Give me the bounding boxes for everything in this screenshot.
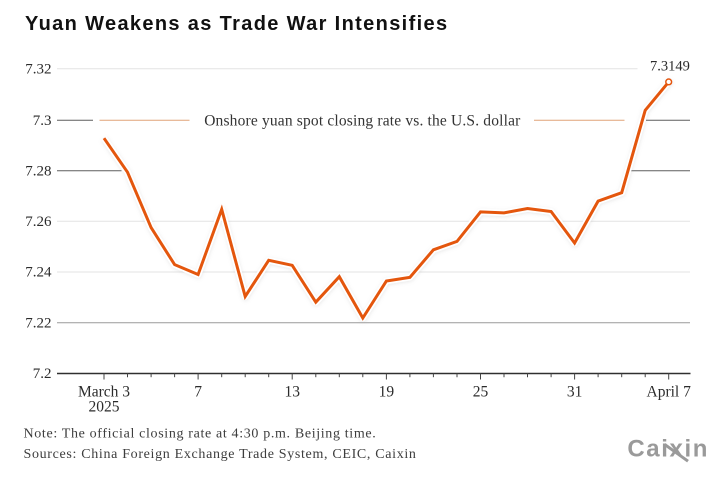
svg-text:Sources: China Foreign Exchang: Sources: China Foreign Exchange Trade Sy… xyxy=(24,447,417,462)
svg-text:2025: 2025 xyxy=(89,399,120,416)
svg-text:7.28: 7.28 xyxy=(25,164,51,180)
svg-text:Note: The official closing rat: Note: The official closing rate at 4:30 … xyxy=(24,427,377,442)
svg-text:7.2: 7.2 xyxy=(33,366,52,382)
svg-text:April 7: April 7 xyxy=(647,384,692,401)
svg-text:Onshore yuan spot closing rate: Onshore yuan spot closing rate vs. the U… xyxy=(204,112,521,129)
svg-text:7: 7 xyxy=(194,384,202,401)
svg-text:25: 25 xyxy=(473,384,489,401)
svg-text:7.32: 7.32 xyxy=(25,62,51,78)
svg-text:March 3: March 3 xyxy=(78,384,130,401)
svg-text:Caixin: Caixin xyxy=(627,436,709,463)
svg-text:31: 31 xyxy=(567,384,583,401)
svg-text:7.24: 7.24 xyxy=(25,265,52,281)
svg-text:Yuan Weakens as Trade War Inte: Yuan Weakens as Trade War Intensifies xyxy=(25,13,448,35)
svg-text:7.3149: 7.3149 xyxy=(650,59,690,75)
svg-text:19: 19 xyxy=(379,384,395,401)
svg-text:7.22: 7.22 xyxy=(25,316,51,332)
svg-text:7.3: 7.3 xyxy=(33,113,52,129)
svg-text:7.26: 7.26 xyxy=(25,214,52,230)
svg-text:13: 13 xyxy=(284,384,300,401)
